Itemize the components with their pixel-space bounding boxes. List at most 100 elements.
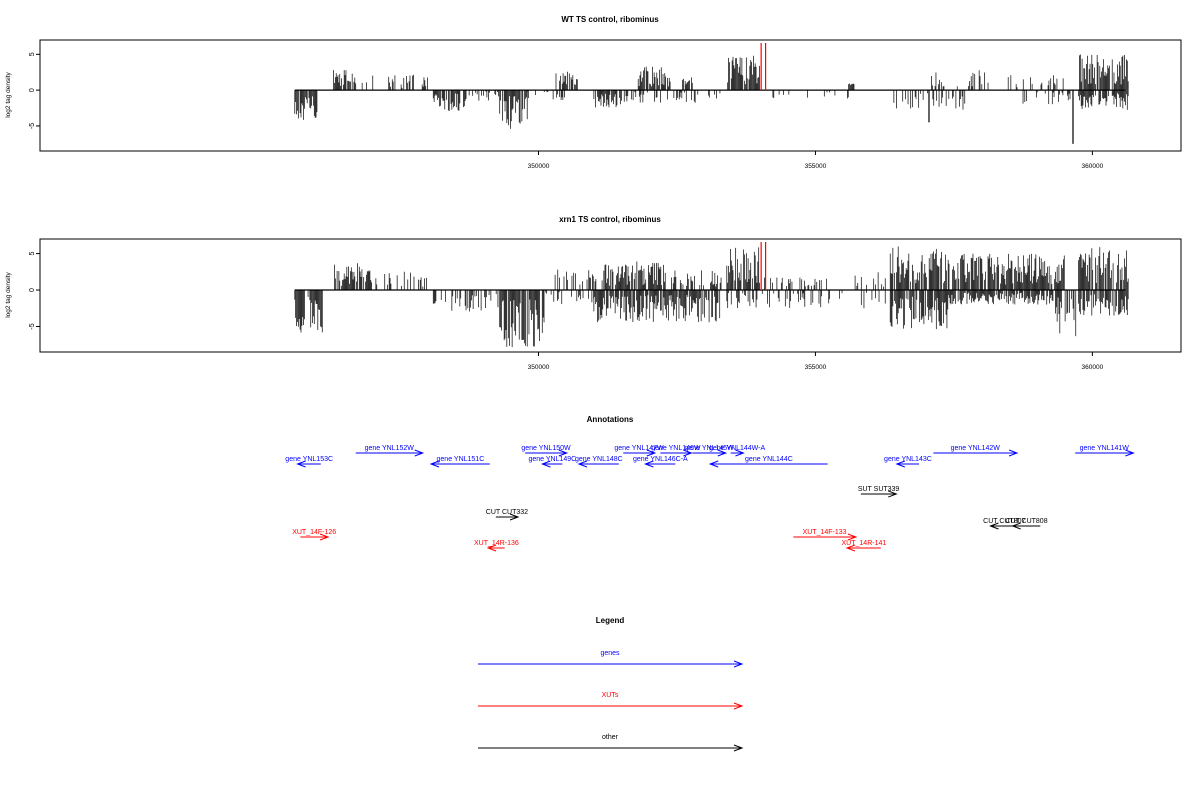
wt-x-tick-label: 355000 [805,163,827,170]
wt-x-axis: 350000 355000 360000 [528,151,1104,170]
feature-arrow-head [717,449,728,457]
wt-y-tick-label: 5 [29,52,36,56]
feature-label: XUT_14F-133 [803,529,847,536]
feature-label: CUT CUT807 [983,518,1025,525]
feature-label: gene YNL152W [365,445,415,452]
wt-bars [294,54,1129,144]
feature-label: gene YNL144C [745,456,793,463]
legend: Legend genes XUTs other [478,616,744,752]
feature-gene: gene YNL144C [708,456,828,468]
feature-label: gene YNL149C [528,456,576,463]
legend-title: Legend [596,616,625,625]
wt-y-tick-label: -5 [29,123,36,129]
xrn1-markers [760,242,767,291]
feature-label: gene YNL147W [614,445,664,452]
feature-label: CUT CUT808 [1005,518,1047,525]
wt-y-axis-label: log2 tag density [5,71,12,117]
legend-arrow-head [733,660,744,668]
legend-label: genes [600,650,620,657]
feature-label: gene YNL151C [437,456,485,463]
feature-gene: gene YNL146W [651,445,701,457]
feature-label: gene YNL146W [651,445,701,452]
feature-gene: gene YNL141W [1075,445,1135,457]
xrn1-y-axis: -5 0 5 [29,252,40,330]
feature-other: CUT CUT332 [486,509,528,521]
feature-label: XUT_14R-136 [474,540,519,547]
legend-entries: genes XUTs other [478,650,744,752]
wt-plot-frame [39,39,1182,152]
feature-xut: XUT_14F-133 [793,529,858,541]
feature-arrow-head [540,460,551,468]
feature-xut: XUT_14R-136 [474,540,519,552]
legend-arrow-head [733,702,744,710]
xrn1-y-tick-label: 5 [29,252,36,256]
feature-gene: gene YNL151C [429,456,490,468]
wt-markers [760,43,767,91]
wt-y-axis: -5 0 5 [29,52,40,129]
feature-gene: gene YNL146C-A [633,456,688,468]
xrn1-density-panel: xrn1 TS control, ribominus log2 tag dens… [5,215,1182,371]
feature-label: gene YNL142W [951,445,1001,452]
feature-label: gene YNL153C [285,456,333,463]
feature-label: XUT_14R-141 [842,540,887,547]
feature-other: CUT CUT807 [983,518,1026,530]
wt-y-tick-label: 0 [29,88,36,92]
xrn1-y-tick-label: 0 [29,288,36,292]
feature-gene: gene YNL148C [575,456,623,468]
feature-arrow-head [414,449,425,457]
xrn1-y-tick-label: -5 [29,323,36,329]
feature-list: gene YNL153C gene YNL152W gene YNL151C gene… [285,445,1135,552]
feature-arrow-head [643,460,654,468]
feature-arrow-head [845,544,856,552]
legend-entry-other: other [478,734,744,752]
wt-x-tick-label: 350000 [528,163,550,170]
feature-arrow-head [509,513,520,521]
feature-gene: gene YNL147W [614,445,664,457]
feature-arrow-head [683,449,693,457]
feature-label: gene YNL143C [884,456,932,463]
legend-arrow-head [733,744,744,752]
feature-arrow-head [646,449,657,457]
feature-gene: gene YNL142W [933,445,1019,457]
feature-label: CUT CUT332 [486,509,528,516]
feature-arrow-head [895,460,906,468]
feature-label: XUT_14F-126 [292,529,336,536]
feature-arrow-head [888,490,898,498]
feature-arrow-head [989,522,999,530]
xrn1-x-tick-label: 360000 [1082,364,1104,371]
feature-gene: gene YNL144W-A [709,445,765,457]
feature-arrow-head [429,460,440,468]
feature-arrow-head [577,460,588,468]
legend-label: other [602,734,619,741]
feature-arrow-head [735,449,745,457]
legend-entry-gene: genes [478,650,744,668]
wt-x-tick-label: 360000 [1082,163,1104,170]
feature-other: SUT SUT339 [858,486,900,498]
feature-label: gene YNL146C-A [633,456,688,463]
feature-arrow-head [847,533,858,541]
feature-arrow-head [708,460,719,468]
feature-label: gene YNL148C [575,456,623,463]
feature-gene: gene YNL149C [528,456,576,468]
feature-arrow-head [296,460,306,468]
feature-gene: gene YNL150W [521,445,571,457]
feature-gene: gene YNL153C [285,456,333,468]
legend-entry-xut: XUTs [478,692,744,710]
feature-xut: XUT_14F-126 [292,529,336,541]
feature-gene: gene YNL143C [884,456,932,468]
annotations-title: Annotations [587,415,634,424]
feature-arrow-head [486,544,497,552]
xrn1-y-axis-label: log2 tag density [5,271,12,317]
xrn1-x-tick-label: 350000 [528,364,550,371]
legend-label: XUTs [602,692,619,699]
feature-label: SUT SUT339 [858,486,900,493]
feature-arrow-head [319,533,330,541]
feature-arrow-head [1008,449,1019,457]
feature-label: gene YNL150W [521,445,571,452]
xrn1-plot-frame [39,238,1182,353]
wt-density-panel: WT TS control, ribominus log2 tag densit… [5,15,1182,170]
feature-xut: XUT_14R-141 [842,540,887,552]
feature-gene: gene YNL145W [684,445,734,457]
